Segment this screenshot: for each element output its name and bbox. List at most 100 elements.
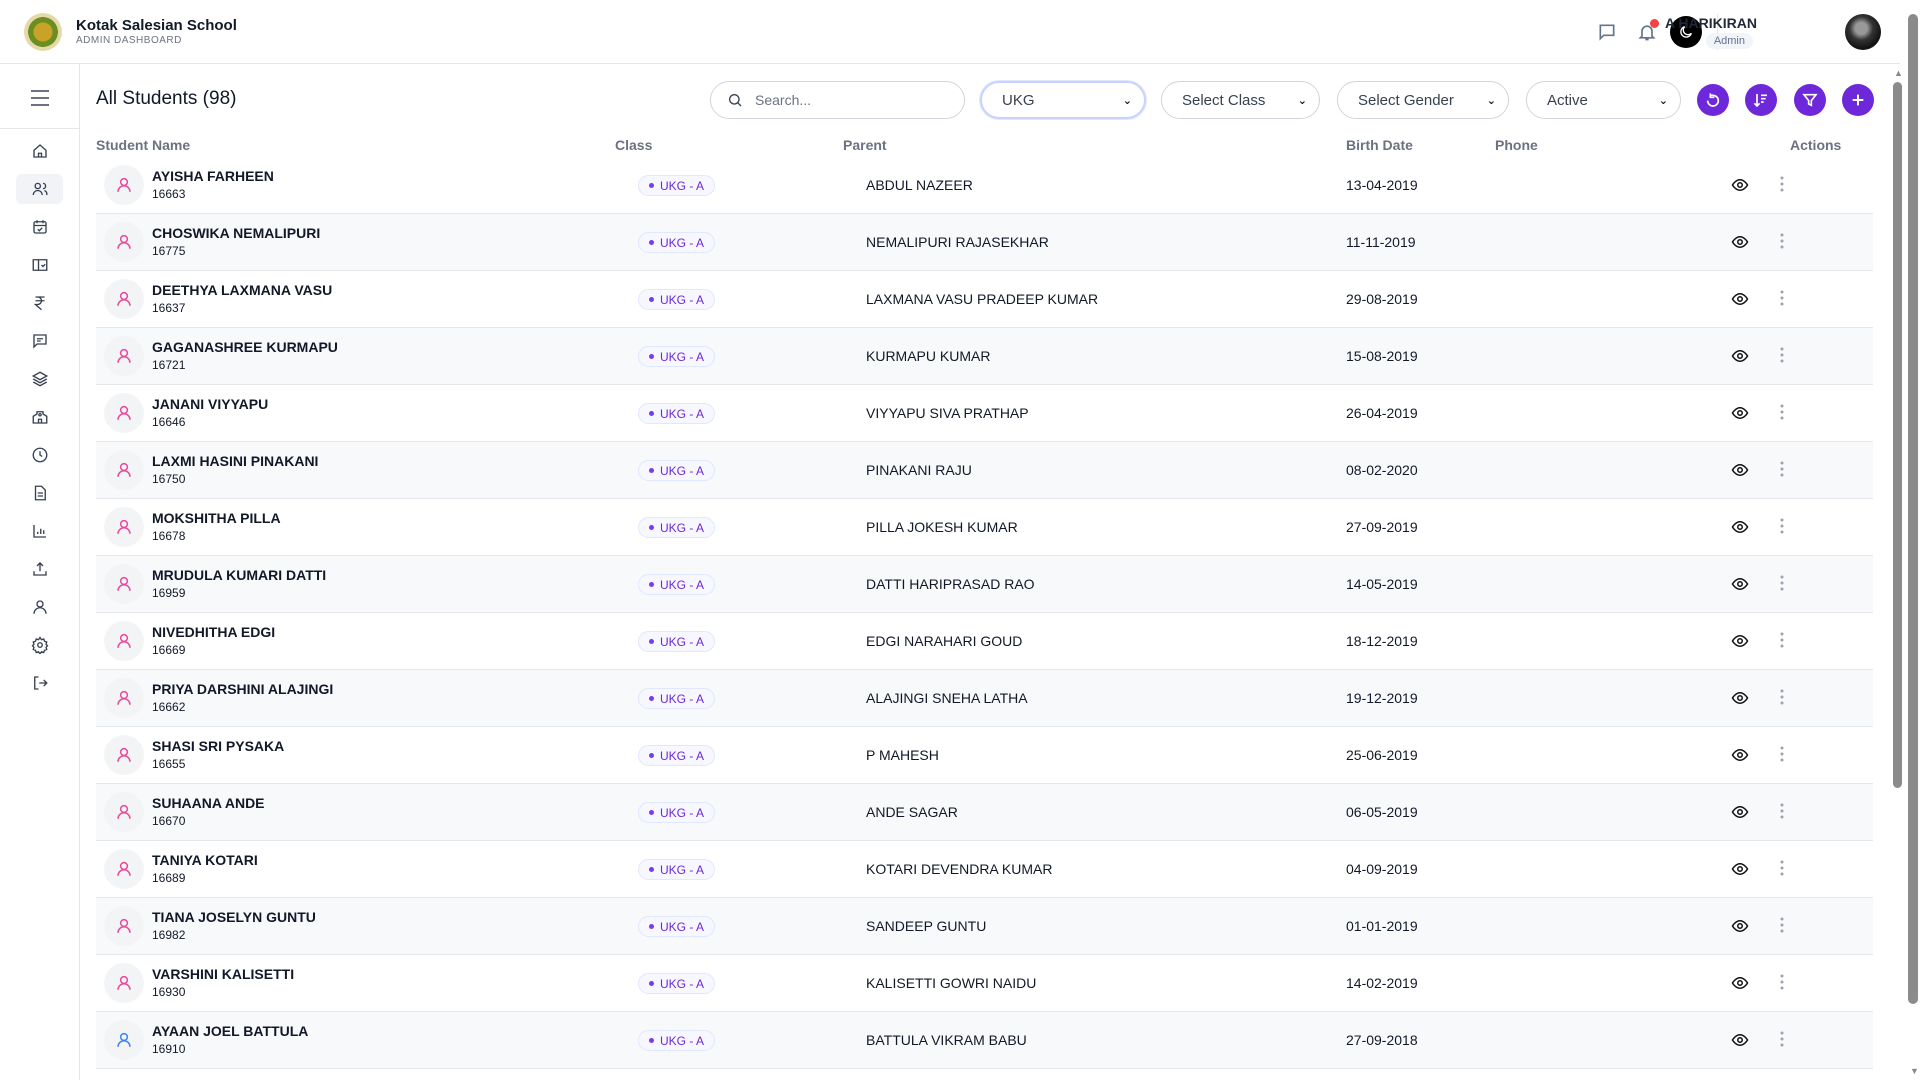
class-select[interactable]: Select Class ⌄ (1161, 81, 1320, 119)
more-actions-button[interactable] (1779, 460, 1785, 483)
table-row[interactable]: LAXMI HASINI PINAKANI 16750 UKG - A PINA… (96, 442, 1873, 499)
search-box[interactable] (710, 81, 965, 119)
student-name[interactable]: TIANA JOSELYN GUNTU (152, 909, 316, 925)
table-row[interactable]: MOKSHITHA PILLA 16678 UKG - A PILLA JOKE… (96, 499, 1873, 556)
student-name[interactable]: SUHAANA ANDE (152, 795, 265, 811)
more-actions-button[interactable] (1779, 1030, 1785, 1053)
student-name[interactable]: GAGANASHREE KURMAPU (152, 339, 338, 355)
chat-icon[interactable] (1593, 18, 1621, 46)
hamburger-menu-icon[interactable] (28, 88, 52, 113)
view-button[interactable] (1731, 233, 1749, 256)
more-actions-button[interactable] (1779, 403, 1785, 426)
sidebar-item-layers[interactable] (16, 364, 63, 394)
student-name[interactable]: LAXMI HASINI PINAKANI (152, 453, 319, 469)
table-row[interactable]: AYISHA FARHEEN 16663 UKG - A ABDUL NAZEE… (96, 157, 1873, 214)
table-row[interactable]: PRIYA DARSHINI ALAJINGI 16662 UKG - A AL… (96, 670, 1873, 727)
scroll-up-arrow[interactable]: ▲ (1894, 68, 1903, 78)
more-actions-button[interactable] (1779, 346, 1785, 369)
student-name[interactable]: MOKSHITHA PILLA (152, 510, 281, 526)
view-button[interactable] (1731, 290, 1749, 313)
status-select[interactable]: Active ⌄ (1526, 81, 1681, 119)
sidebar-item-upload[interactable] (16, 554, 63, 584)
table-row[interactable]: SHASI SRI PYSAKA 16655 UKG - A P MAHESH … (96, 727, 1873, 784)
column-header-name[interactable]: Student Name (96, 137, 191, 153)
refresh-button[interactable] (1697, 84, 1729, 116)
more-actions-button[interactable] (1779, 631, 1785, 654)
view-button[interactable] (1731, 917, 1749, 940)
dark-mode-toggle[interactable] (1670, 16, 1702, 48)
grade-select[interactable]: UKG ⌄ (980, 81, 1146, 119)
table-row[interactable]: CHOSWIKA NEMALIPURI 16775 UKG - A NEMALI… (96, 214, 1873, 271)
student-name[interactable]: DEETHYA LAXMANA VASU (152, 282, 333, 298)
table-row[interactable]: SUHAANA ANDE 16670 UKG - A ANDE SAGAR 06… (96, 784, 1873, 841)
view-button[interactable] (1731, 347, 1749, 370)
gender-select[interactable]: Select Gender ⌄ (1337, 81, 1509, 119)
view-button[interactable] (1731, 689, 1749, 712)
view-button[interactable] (1731, 461, 1749, 484)
view-button[interactable] (1731, 404, 1749, 427)
sidebar-item-document[interactable] (16, 478, 63, 508)
student-name[interactable]: PRIYA DARSHINI ALAJINGI (152, 681, 334, 697)
student-name[interactable]: NIVEDHITHA EDGI (152, 624, 276, 640)
table-row[interactable]: TIANA JOSELYN GUNTU 16982 UKG - A SANDEE… (96, 898, 1873, 955)
table-row[interactable]: GAGANASHREE KURMAPU 16721 UKG - A KURMAP… (96, 328, 1873, 385)
sidebar-item-book-check[interactable] (16, 250, 63, 280)
view-button[interactable] (1731, 575, 1749, 598)
column-header-birth-date[interactable]: Birth Date (1346, 137, 1413, 153)
view-button[interactable] (1731, 518, 1749, 541)
sidebar-item-message[interactable] (16, 326, 63, 356)
student-name[interactable]: AYAAN JOEL BATTULA (152, 1023, 309, 1039)
table-row[interactable]: MRUDULA KUMARI DATTI 16959 UKG - A DATTI… (96, 556, 1873, 613)
more-actions-button[interactable] (1779, 175, 1785, 198)
sidebar-item-clock[interactable] (16, 440, 63, 470)
more-actions-button[interactable] (1779, 517, 1785, 540)
view-button[interactable] (1731, 746, 1749, 769)
sidebar-item-settings[interactable] (16, 630, 63, 660)
more-actions-button[interactable] (1779, 802, 1785, 825)
bell-icon[interactable] (1633, 18, 1661, 46)
more-actions-button[interactable] (1779, 289, 1785, 312)
view-button[interactable] (1731, 1031, 1749, 1054)
student-name[interactable]: MRUDULA KUMARI DATTI (152, 567, 327, 583)
sort-button[interactable] (1745, 84, 1777, 116)
sidebar-item-calendar-check[interactable] (16, 212, 63, 242)
user-avatar[interactable] (1845, 14, 1881, 50)
student-name[interactable]: CHOSWIKA NEMALIPURI (152, 225, 321, 241)
column-header-class[interactable]: Class (615, 137, 653, 153)
sidebar-item-users[interactable] (16, 174, 63, 204)
view-button[interactable] (1731, 803, 1749, 826)
table-row[interactable]: TANIYA KOTARI 16689 UKG - A KOTARI DEVEN… (96, 841, 1873, 898)
more-actions-button[interactable] (1779, 574, 1785, 597)
table-row[interactable]: JANANI VIYYAPU 16646 UKG - A VIYYAPU SIV… (96, 385, 1873, 442)
column-header-phone[interactable]: Phone (1495, 137, 1538, 153)
column-header-parent[interactable]: Parent (843, 137, 887, 153)
more-actions-button[interactable] (1779, 232, 1785, 255)
sidebar-item-bar-chart[interactable] (16, 516, 63, 546)
view-button[interactable] (1731, 632, 1749, 655)
table-row[interactable]: DEETHYA LAXMANA VASU 16637 UKG - A LAXMA… (96, 271, 1873, 328)
more-actions-button[interactable] (1779, 973, 1785, 996)
sidebar-item-home[interactable] (16, 136, 63, 166)
view-button[interactable] (1731, 860, 1749, 883)
more-actions-button[interactable] (1779, 688, 1785, 711)
student-name[interactable]: SHASI SRI PYSAKA (152, 738, 285, 754)
sidebar-item-school[interactable] (16, 402, 63, 432)
student-name[interactable]: TANIYA KOTARI (152, 852, 258, 868)
add-student-button[interactable] (1842, 84, 1874, 116)
student-name[interactable]: JANANI VIYYAPU (152, 396, 269, 412)
page-scrollbar[interactable] (1908, 14, 1918, 1004)
student-name[interactable]: VARSHINI KALISETTI (152, 966, 295, 982)
more-actions-button[interactable] (1779, 745, 1785, 768)
sidebar-item-user[interactable] (16, 592, 63, 622)
more-actions-button[interactable] (1779, 916, 1785, 939)
student-name[interactable]: AYISHA FARHEEN (152, 168, 274, 184)
sidebar-item-rupee[interactable] (16, 288, 63, 318)
table-scrollbar[interactable] (1893, 82, 1902, 788)
more-actions-button[interactable] (1779, 859, 1785, 882)
search-input[interactable] (755, 92, 945, 108)
view-button[interactable] (1731, 974, 1749, 997)
table-row[interactable]: AYAAN JOEL BATTULA 16910 UKG - A BATTULA… (96, 1012, 1873, 1069)
sidebar-item-logout[interactable] (16, 668, 63, 698)
scroll-down-arrow[interactable]: ▼ (1910, 1066, 1919, 1076)
table-row[interactable]: NIVEDHITHA EDGI 16669 UKG - A EDGI NARAH… (96, 613, 1873, 670)
